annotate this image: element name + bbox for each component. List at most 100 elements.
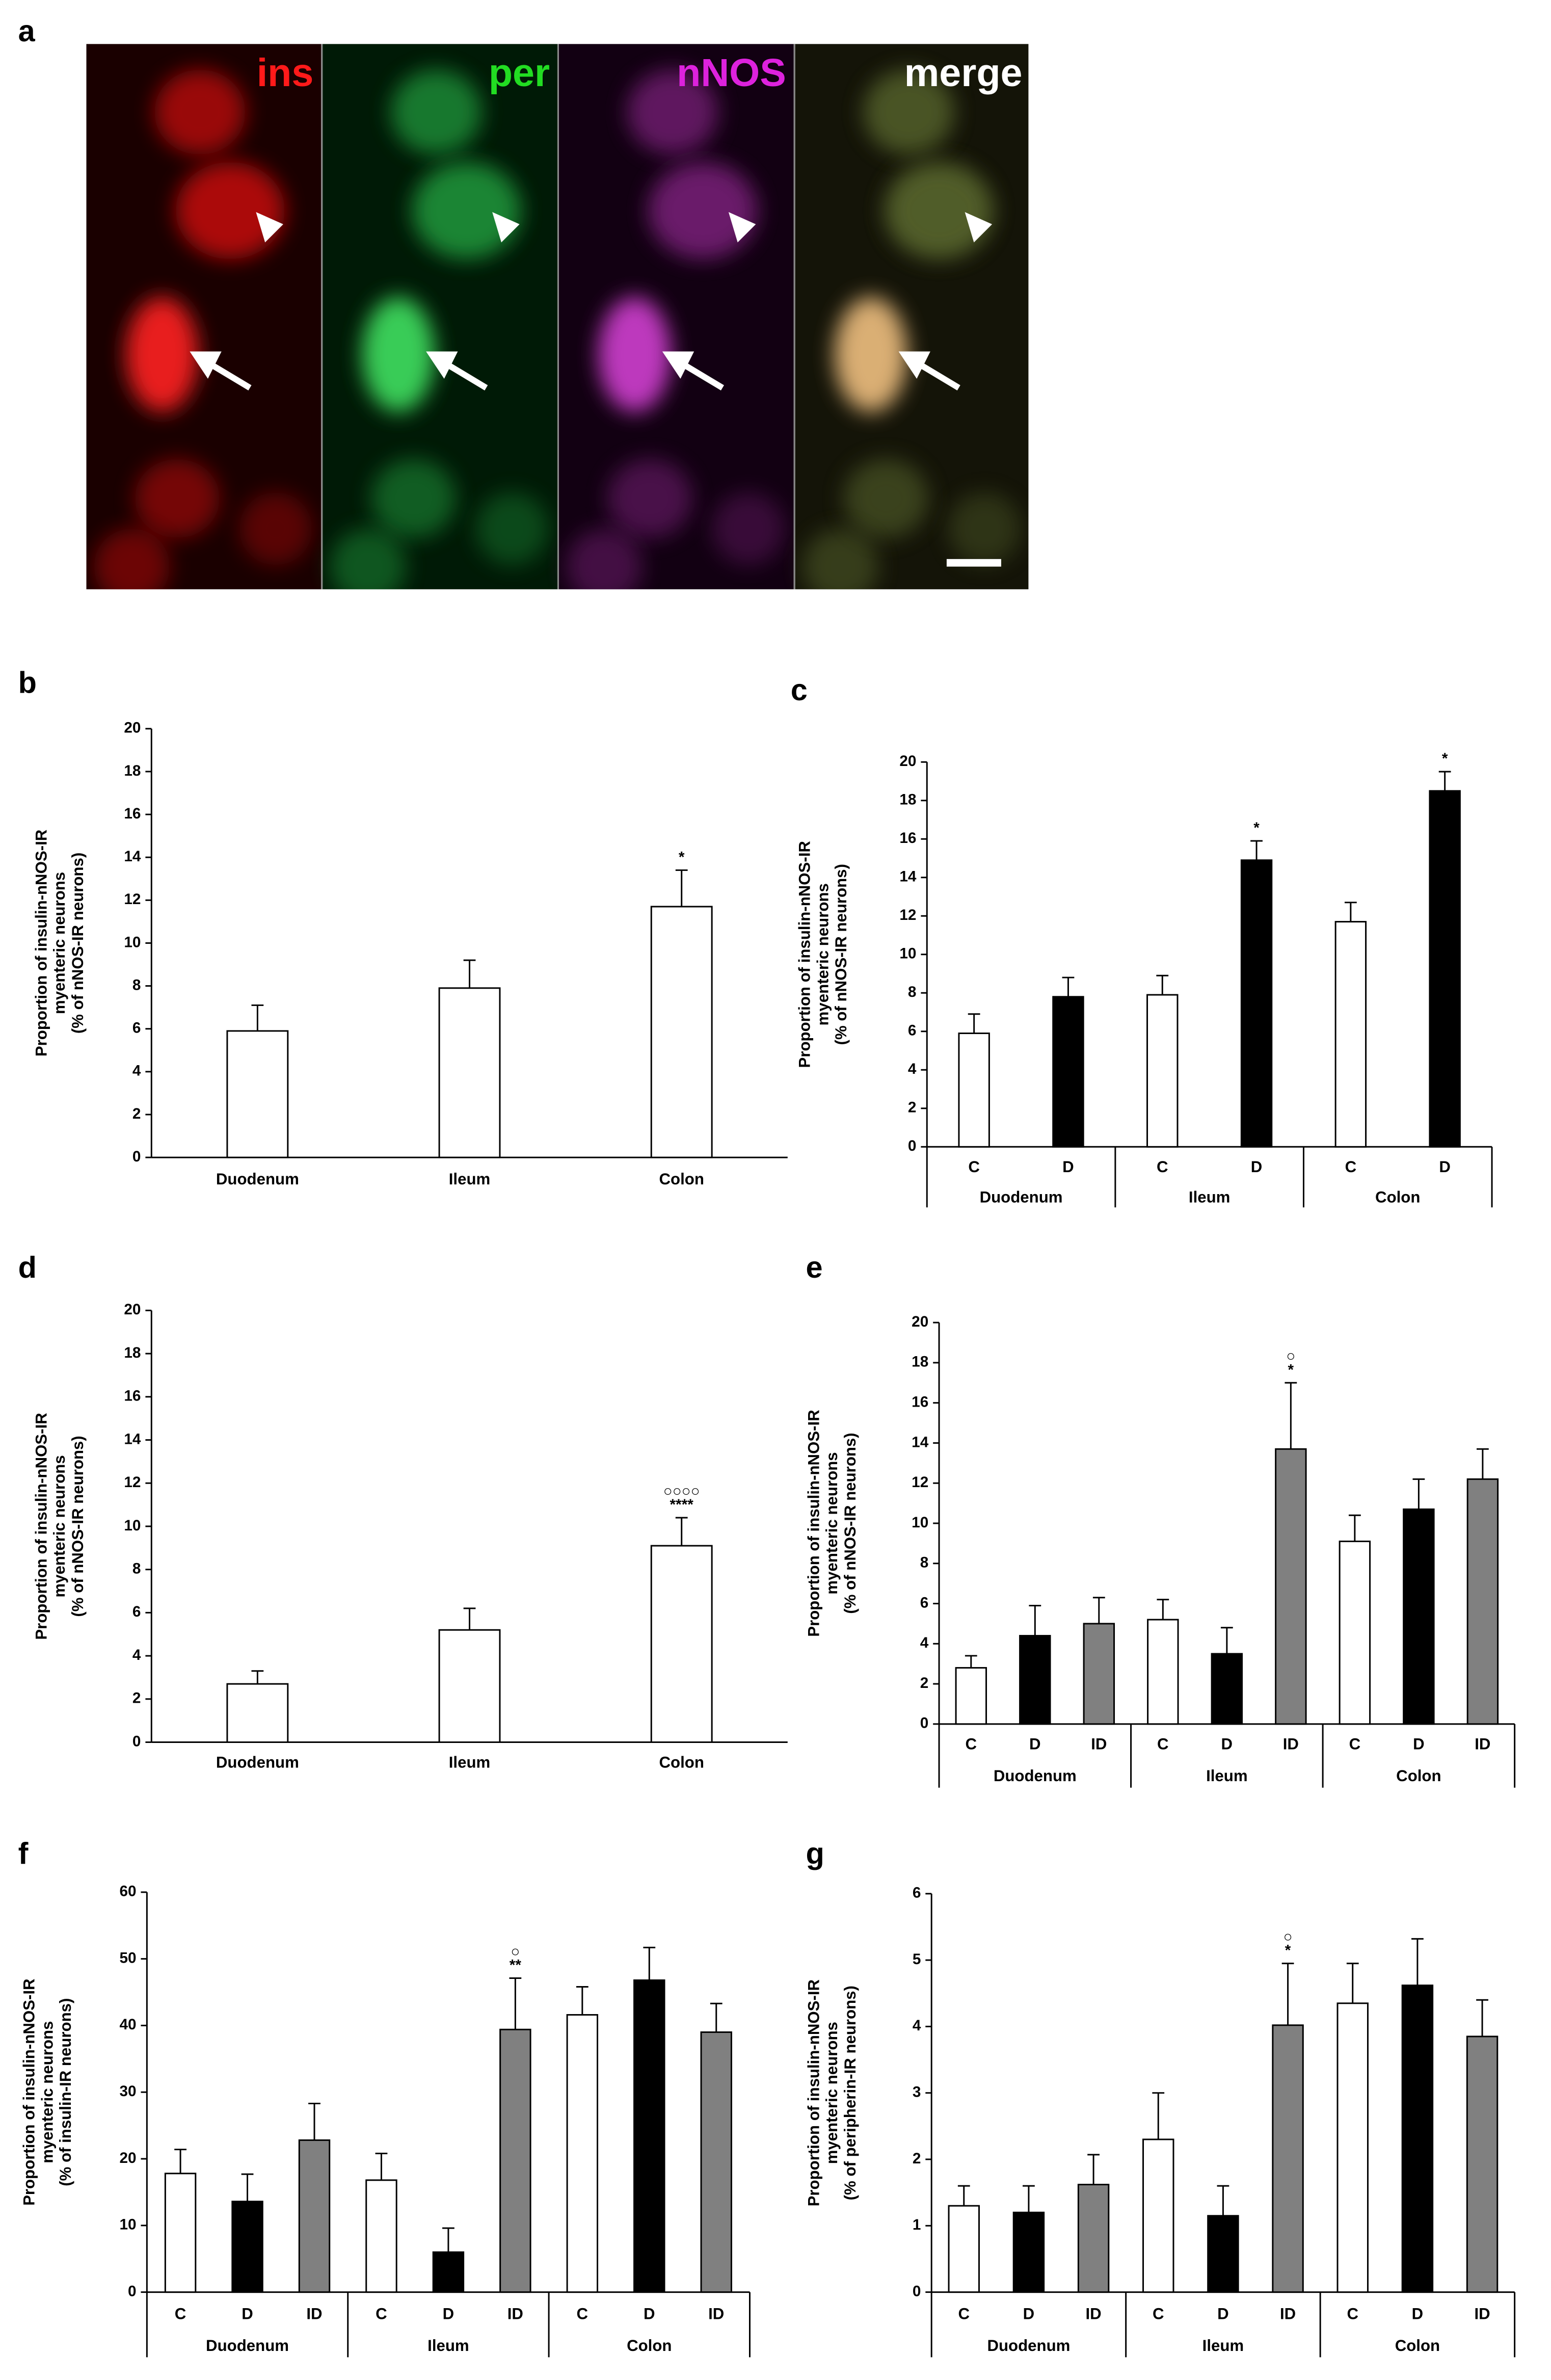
x-tick-label: ID (1091, 1735, 1107, 1753)
y-tick-label: 0 (920, 1715, 929, 1732)
cell (948, 492, 1021, 565)
x-tick-label: C (1349, 1735, 1361, 1753)
y-axis-label: (% of nNOS-IR neurons) (841, 1433, 859, 1614)
significance-label: * (1288, 1361, 1294, 1378)
group-label: Colon (1375, 1188, 1420, 1206)
bar (432, 2251, 465, 2293)
bar (1275, 1448, 1307, 1725)
y-tick-label: 0 (908, 1138, 917, 1154)
y-tick-label: 16 (912, 1393, 928, 1410)
significance-label: * (1442, 750, 1448, 767)
x-tick-label: Colon (659, 1753, 704, 1771)
y-tick-label: 8 (920, 1554, 929, 1571)
channel-label: nNOS (677, 51, 786, 95)
error-bar (1217, 2185, 1229, 2216)
y-axis-label: Proportion of insulin-nNOS-IR (20, 1978, 38, 2205)
cell (598, 297, 671, 412)
bar (1211, 1653, 1243, 1725)
x-tick-label: D (1217, 2305, 1229, 2322)
bar (226, 1683, 289, 1743)
bar (1429, 790, 1461, 1148)
x-tick-label: C (1153, 2305, 1164, 2322)
error-bar (463, 1607, 476, 1630)
y-tick-label: 20 (124, 1301, 141, 1318)
x-tick-label: C (966, 1735, 977, 1753)
bar (1466, 2035, 1499, 2293)
bar (700, 2031, 732, 2293)
y-tick-label: 6 (132, 1603, 141, 1620)
y-tick-label: 6 (913, 1885, 921, 1901)
y-tick-label: 30 (119, 2083, 136, 2100)
group-label: Ileum (1202, 2337, 1244, 2355)
y-tick-label: 10 (899, 945, 916, 962)
y-tick-label: 2 (920, 1675, 929, 1691)
significance-label: ○ (511, 1943, 520, 1960)
x-tick-label: C (1157, 1735, 1169, 1753)
y-tick-label: 14 (912, 1434, 929, 1450)
x-tick-label: ID (1085, 2305, 1101, 2322)
error-bar (463, 959, 476, 988)
bar (1401, 1985, 1434, 2293)
y-axis-label: myenteric neurons (50, 872, 68, 1014)
x-tick-label: Ileum (449, 1753, 491, 1771)
y-tick-label: 12 (899, 907, 916, 923)
cell (566, 528, 643, 590)
x-tick-label: C (1345, 1158, 1357, 1176)
x-tick-label: D (1062, 1158, 1074, 1176)
y-axis-label: Proportion of insulin-nNOS-IR (32, 1413, 50, 1639)
bar (1146, 994, 1179, 1148)
x-tick-label: C (577, 2305, 589, 2322)
error-bar (375, 2153, 388, 2180)
cell (135, 459, 220, 538)
significance-label: * (679, 849, 685, 866)
bar (633, 1979, 665, 2293)
y-axis-label: (% of insulin-IR neurons) (57, 1998, 74, 2186)
x-tick-label: ID (708, 2305, 724, 2322)
significance-label: * (1253, 819, 1260, 836)
error-bar (576, 1986, 589, 2015)
tile-divider (793, 44, 795, 590)
error-bar (1029, 1604, 1041, 1636)
x-tick-label: Duodenum (216, 1753, 299, 1771)
y-tick-label: 18 (124, 762, 141, 779)
error-bar (1412, 1478, 1425, 1510)
y-tick-label: 40 (119, 2016, 136, 2033)
y-axis-label: Proportion of insulin-nNOS-IR (32, 830, 50, 1056)
y-tick-label: 16 (124, 1388, 141, 1405)
y-axis-label: (% of peripherin-IR neurons) (841, 1986, 859, 2200)
bar (1207, 2215, 1239, 2293)
y-axis-label: myenteric neurons (50, 1455, 68, 1597)
error-bar (174, 2149, 186, 2174)
group-label: Duodenum (980, 1188, 1063, 1206)
x-tick-label: D (1413, 1735, 1425, 1753)
y-axis-label: myenteric neurons (814, 883, 832, 1025)
y-tick-label: 8 (908, 984, 917, 1000)
significance-label: ○○○○ (663, 1483, 700, 1499)
y-tick-label: 5 (913, 1951, 921, 1968)
group-label: Duodenum (994, 1767, 1077, 1785)
error-bar (1156, 974, 1169, 995)
error-bar (1220, 1627, 1233, 1654)
panel-label: f (18, 1836, 29, 1870)
error-bar (968, 1013, 980, 1034)
x-tick-label: ID (1474, 2305, 1490, 2322)
x-tick-label: C (175, 2305, 186, 2322)
y-tick-label: 14 (124, 1431, 141, 1447)
y-tick-label: 2 (132, 1105, 141, 1122)
bar (650, 906, 713, 1158)
y-tick-label: 12 (912, 1474, 928, 1491)
y-tick-label: 0 (132, 1148, 141, 1165)
x-tick-label: D (1412, 2305, 1424, 2322)
bar (438, 1629, 501, 1743)
cell (412, 162, 521, 259)
error-bar (1346, 1963, 1359, 2003)
x-tick-label: D (1439, 1158, 1451, 1176)
panel-label: a (18, 14, 36, 48)
y-tick-label: 12 (124, 1474, 141, 1491)
bar (1336, 2002, 1369, 2293)
bar (955, 1667, 987, 1725)
micrograph (86, 44, 1029, 590)
error-bar (442, 2227, 454, 2253)
y-tick-label: 10 (912, 1514, 928, 1531)
